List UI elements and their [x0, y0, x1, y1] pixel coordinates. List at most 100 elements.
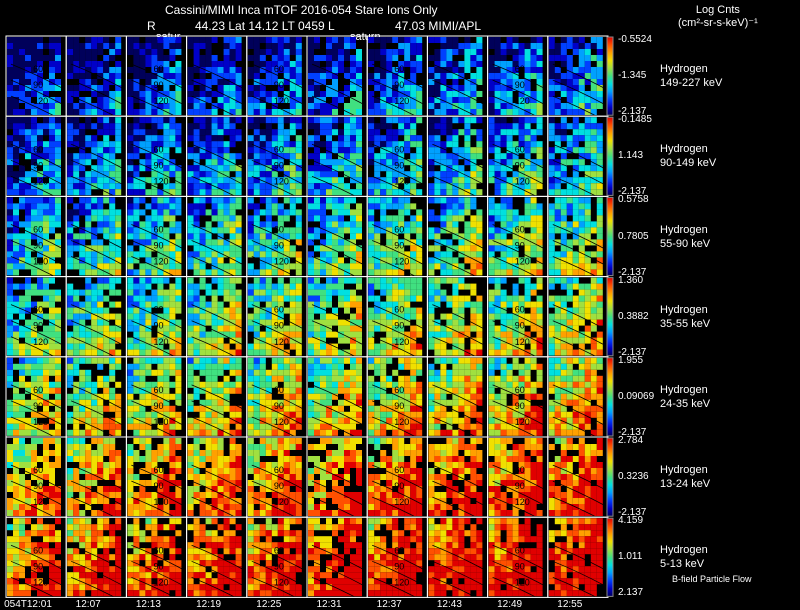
contour-label: 120 — [274, 96, 289, 106]
contour-label: 120 — [153, 176, 168, 186]
panel-0-1 — [66, 36, 126, 121]
colorbar-max: 0.5758 — [618, 194, 649, 205]
time-tick-label: 12:13 — [118, 599, 178, 610]
contour-label: 90 — [153, 561, 163, 571]
colorbar-mid: 0.7805 — [618, 231, 649, 242]
energy-label: 35-55 keV — [660, 317, 710, 331]
contour-label: 60 — [33, 224, 43, 234]
contour-label: 90 — [394, 401, 404, 411]
panel-4-7 — [427, 357, 487, 442]
contour-label: 120 — [394, 577, 409, 587]
panel-5-1 — [66, 437, 126, 522]
colorbar-mid: -1.345 — [618, 70, 646, 81]
contour-label: 90 — [394, 561, 404, 571]
contour-label: 90 — [515, 321, 525, 331]
colorbar-mid: 0.3236 — [618, 471, 649, 482]
contour-label: 90 — [33, 241, 43, 251]
panel-5-5 — [307, 437, 367, 522]
panel-2-5 — [307, 196, 367, 281]
contour-label: 120 — [274, 497, 289, 507]
colorbar-max: 2.784 — [618, 435, 643, 446]
contour-label: 120 — [33, 337, 48, 347]
contour-label: 120 — [515, 257, 530, 267]
energy-label: 13-24 keV — [660, 477, 710, 491]
contour-label: 120 — [394, 417, 409, 427]
colorbar-mid: 0.09069 — [618, 391, 654, 402]
contour-label: 60 — [394, 305, 404, 315]
contour-label: 120 — [274, 337, 289, 347]
panel-1-5 — [307, 116, 367, 201]
panel-5-4: 60 90 120 — [247, 437, 307, 522]
contour-label: 120 — [515, 176, 530, 186]
contour-label: 90 — [33, 401, 43, 411]
colorbar — [607, 278, 613, 356]
contour-label: 60 — [274, 144, 284, 154]
contour-label: 120 — [394, 497, 409, 507]
colorbar — [607, 37, 613, 115]
panel-6-3 — [187, 517, 247, 602]
contour-label: 90 — [394, 160, 404, 170]
contour-label: 60 — [515, 64, 525, 74]
contour-label: 120 — [394, 337, 409, 347]
contour-label: 90 — [33, 321, 43, 331]
contour-label: 90 — [274, 481, 284, 491]
contour-label: 90 — [274, 80, 284, 90]
contour-label: 120 — [515, 417, 530, 427]
species-label: Hydrogen — [660, 543, 708, 557]
panel-3-5 — [307, 277, 367, 362]
species-label: Hydrogen — [660, 463, 710, 477]
contour-label: 90 — [515, 160, 525, 170]
contour-label: 120 — [33, 497, 48, 507]
panel-5-7 — [427, 437, 487, 522]
contour-label: 60 — [515, 385, 525, 395]
panel-4-9 — [548, 357, 608, 442]
contour-label: 90 — [33, 80, 43, 90]
contour-label: 60 — [394, 144, 404, 154]
contour-label: 60 — [274, 64, 284, 74]
panel-1-6: 60 90 120 — [367, 116, 427, 201]
contour-label: 60 — [153, 545, 163, 555]
footer-note: B-field Particle Flow — [672, 574, 752, 584]
contour-label: 120 — [515, 577, 530, 587]
panel-0-4: 60 90 120 — [247, 36, 307, 121]
contour-label: 60 — [153, 465, 163, 475]
species-label: Hydrogen — [660, 383, 710, 397]
time-tick-label: 12:55 — [540, 599, 600, 610]
colorbar-mid: 1.011 — [618, 551, 642, 562]
species-label: Hydrogen — [660, 62, 722, 76]
panel-1-9 — [548, 116, 608, 201]
contour-label: 90 — [515, 241, 525, 251]
contour-label: 60 — [33, 385, 43, 395]
contour-label: 120 — [394, 176, 409, 186]
colorbar-max: 4.159 — [618, 515, 643, 526]
contour-label: 90 — [153, 241, 163, 251]
panel-3-1 — [66, 277, 126, 362]
contour-label: 60 — [274, 465, 284, 475]
colorbar-max: -0.1485 — [618, 114, 652, 125]
panel-2-3 — [187, 196, 247, 281]
contour-label: 90 — [394, 481, 404, 491]
energy-label: 5-13 keV — [660, 557, 708, 571]
contour-label: 90 — [274, 561, 284, 571]
panel-2-1 — [66, 196, 126, 281]
